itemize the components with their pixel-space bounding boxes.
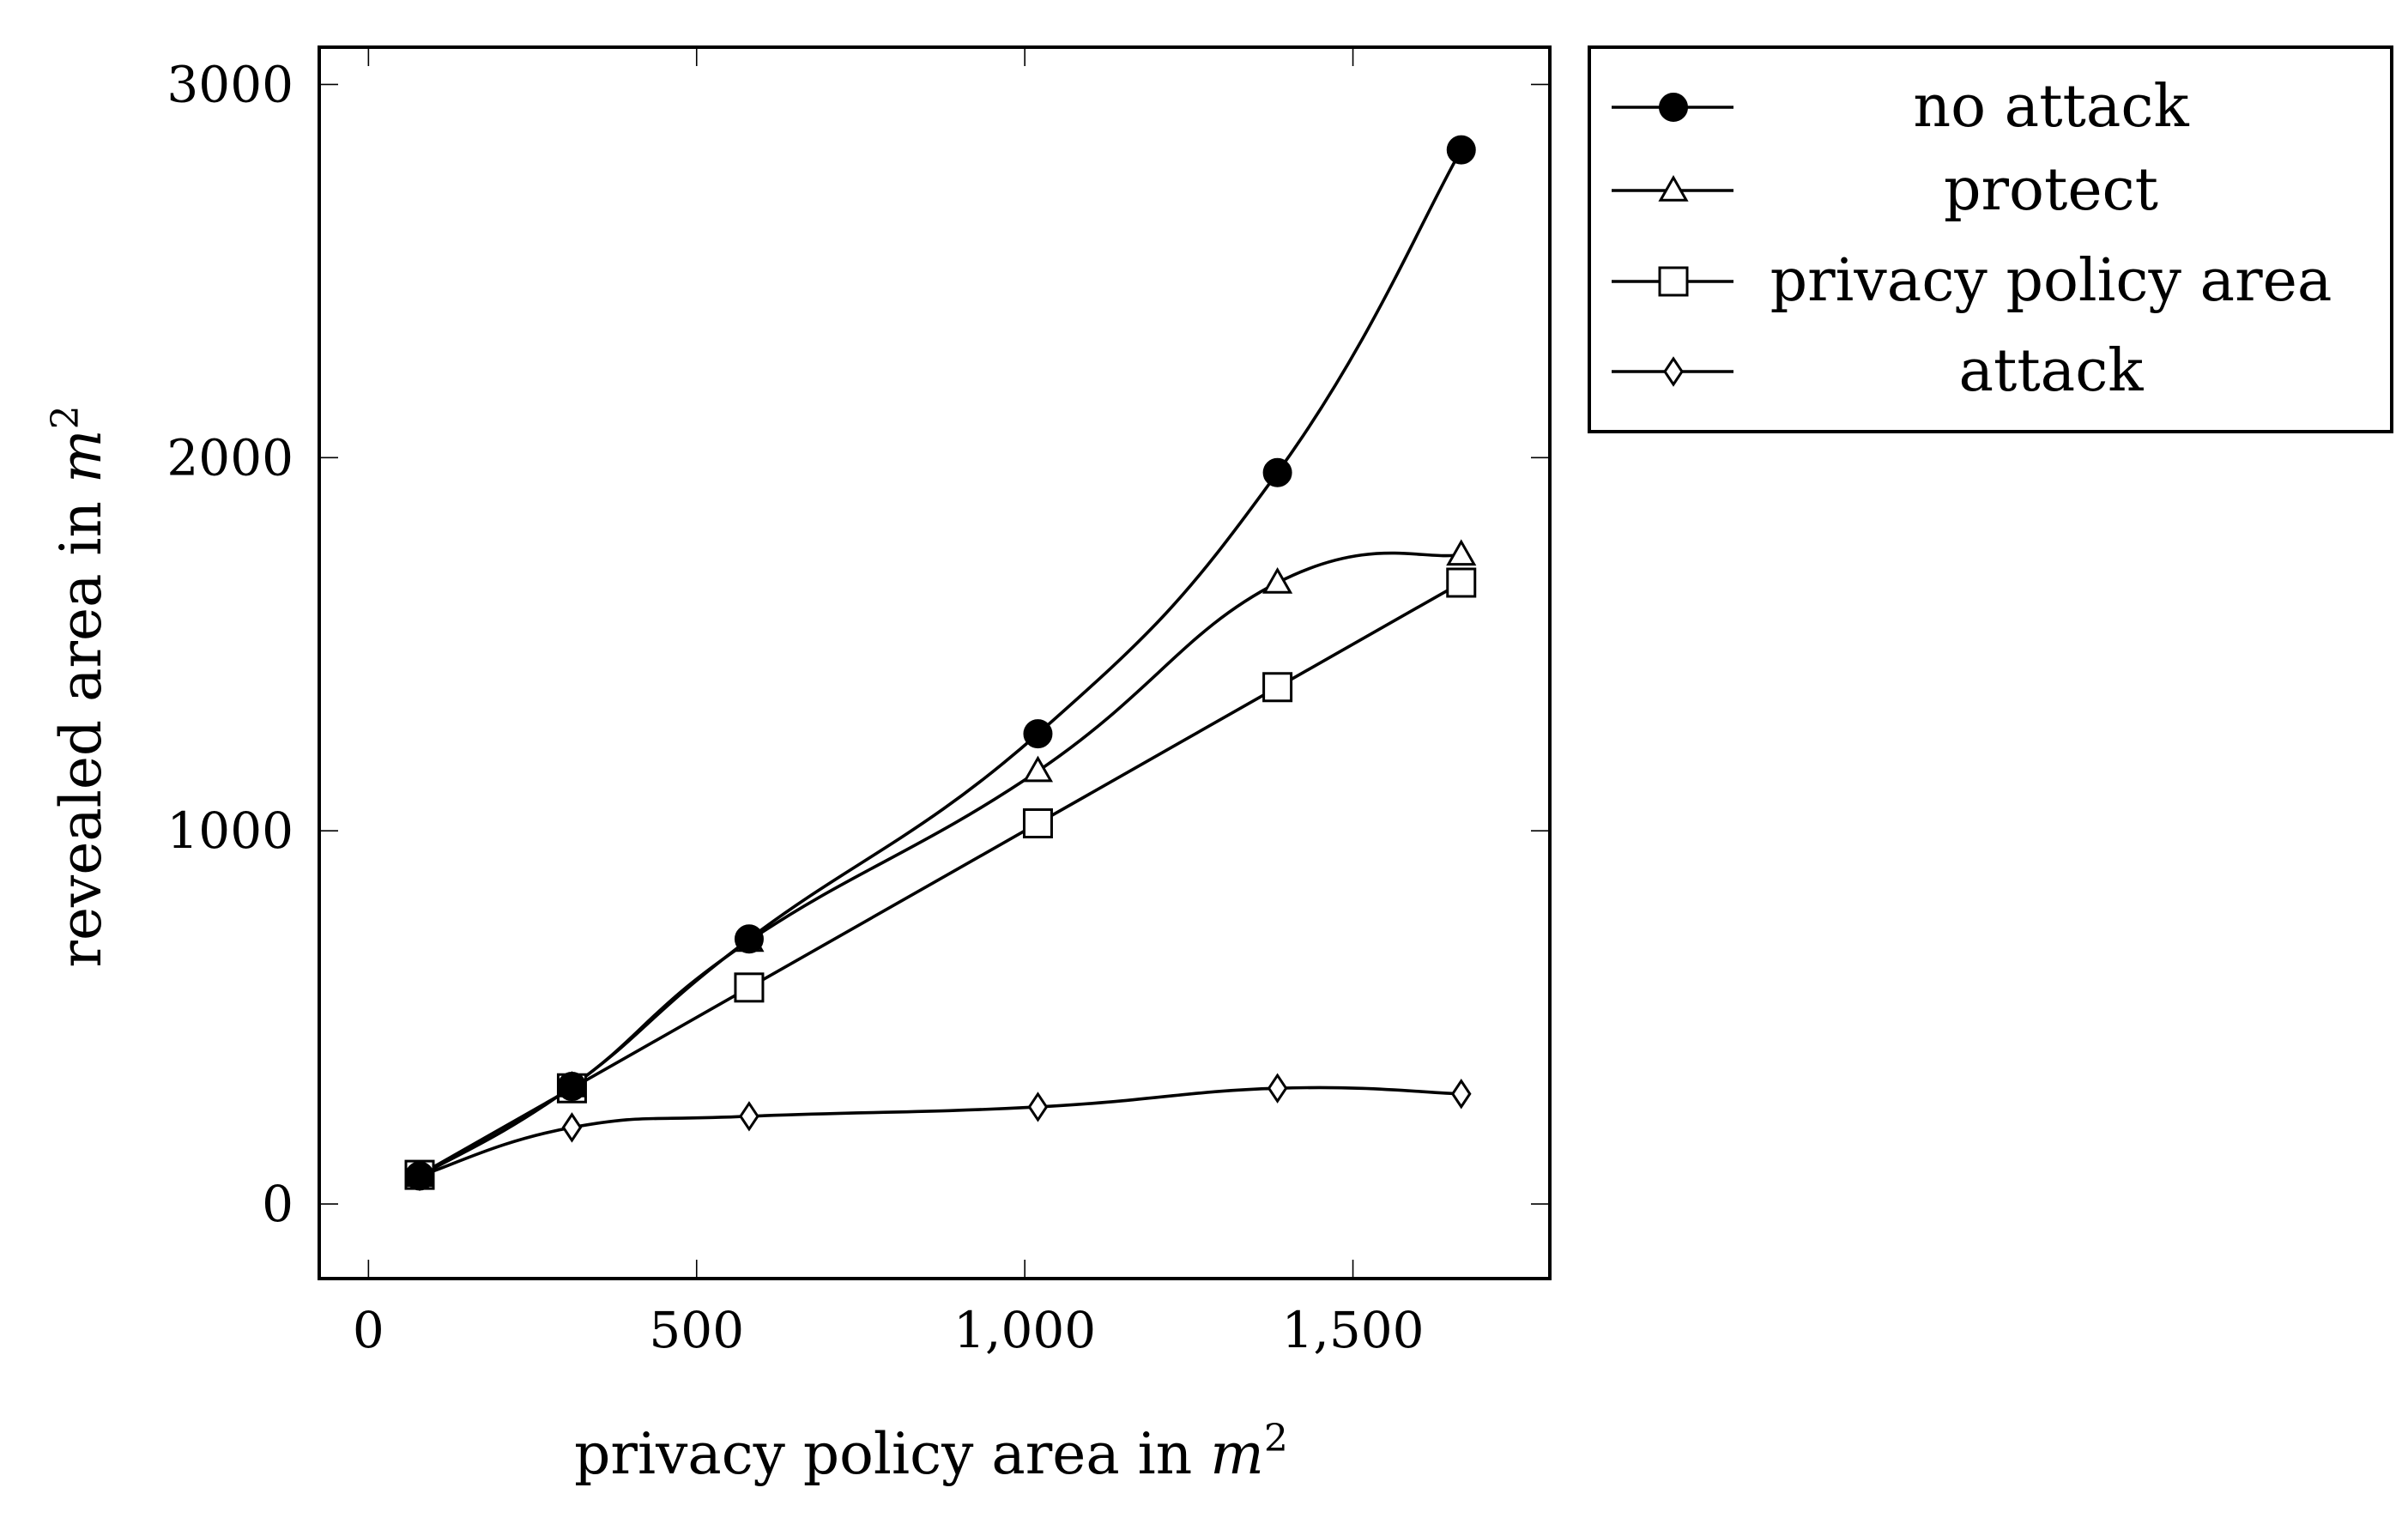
x-tick-label: 500 [649,1301,744,1359]
data-point-series-0 [1023,719,1053,749]
legend-label: no attack [1913,73,2189,141]
y-tick-label: 2000 [166,428,293,487]
series-line-0 [419,148,1463,1177]
y-axis-title: revealed area in m2 [44,405,114,967]
y-tick-label: 0 [262,1175,293,1233]
legend-box [1588,45,2393,433]
y-tick-label: 1000 [166,801,293,860]
data-point-series-1 [1022,755,1054,783]
x-tick-label: 1,000 [953,1301,1096,1359]
axes: 0 500 1,000 1,500 0 1000 2000 3000 [166,45,1552,1359]
legend: no attack protect privacy policy area attac… [1588,45,2393,433]
legend-label: attack [1958,337,2144,405]
data-point-series-3 [1267,1073,1288,1104]
data-point-series-1 [1262,566,1293,594]
data-point-series-2 [1446,567,1477,598]
legend-marker [1663,356,1684,387]
data-point-series-0 [734,924,764,954]
data-point-series-2 [734,972,765,1003]
data-point-series-0 [1446,135,1476,165]
x-tick-label: 1,500 [1282,1301,1425,1359]
legend-label: privacy policy area [1770,247,2332,315]
data-point-series-0 [405,1161,435,1191]
data-point-series-0 [557,1072,587,1102]
legend-marker [1658,174,1689,202]
data-point-series-0 [1262,457,1292,487]
plot-frame [318,45,1552,1280]
legend-marker [1659,93,1688,122]
data-point-series-2 [1022,807,1053,838]
x-axis-title: privacy policy area in m2 [574,1417,1288,1487]
x-tick-label: 0 [353,1301,384,1359]
data-point-series-1 [1446,539,1477,566]
data-point-series-3 [1450,1079,1472,1110]
y-tick-label: 3000 [166,55,293,113]
data-point-series-3 [561,1112,583,1143]
legend-label: protect [1944,156,2158,224]
data-point-series-3 [1027,1092,1049,1122]
legend-marker [1658,266,1689,297]
data-point-series-3 [739,1101,759,1132]
data-point-series-2 [1262,672,1293,703]
plot-area [404,135,1477,1192]
